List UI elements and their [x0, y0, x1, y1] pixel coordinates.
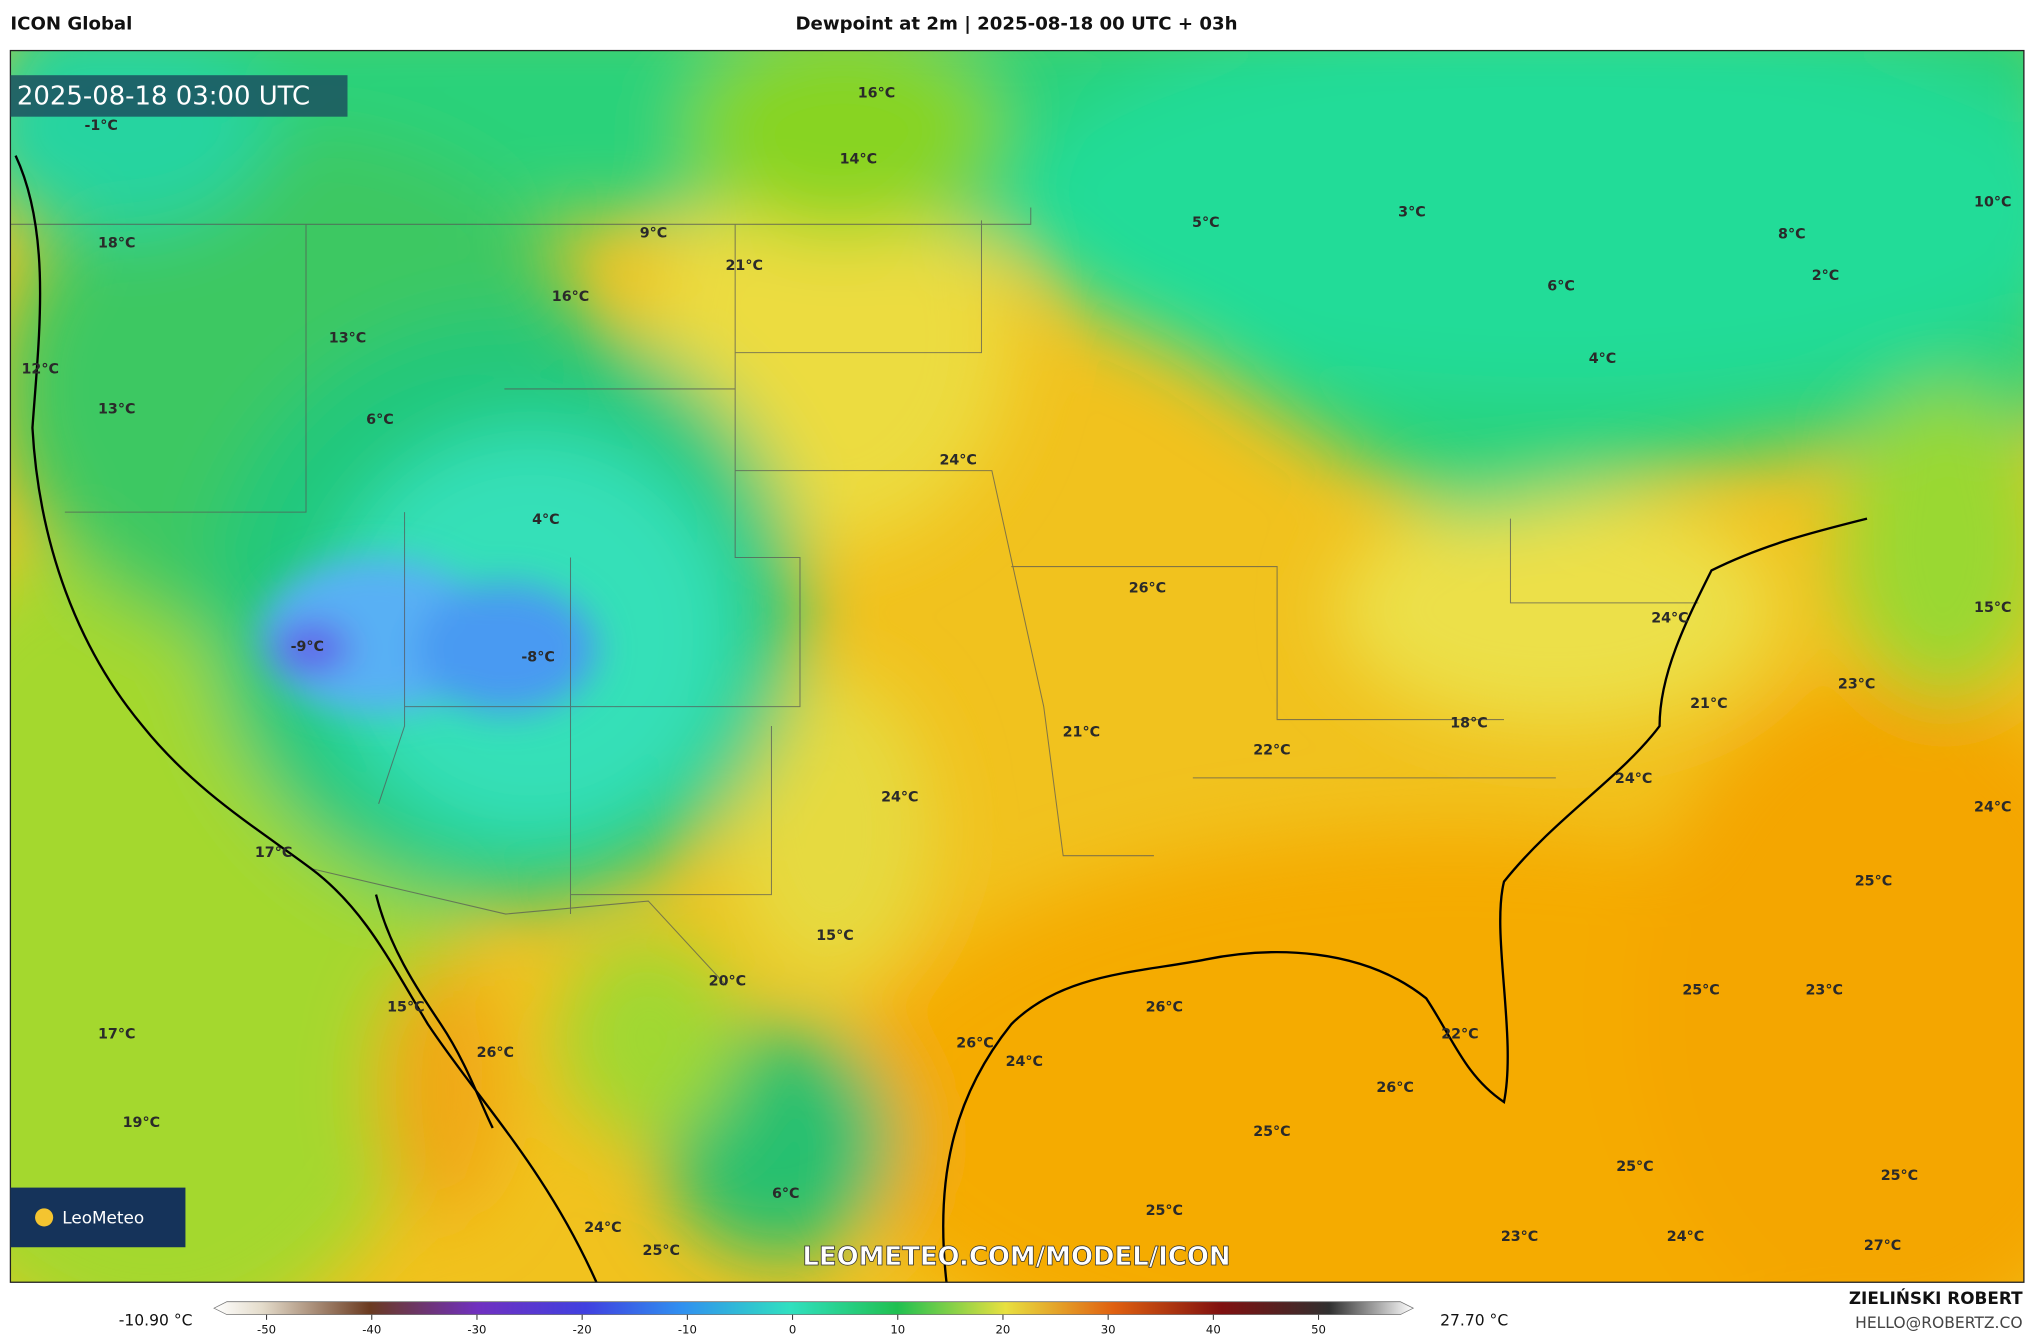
temperature-label: 4°C	[532, 512, 560, 528]
temperature-label: 22°C	[1441, 1027, 1478, 1043]
temperature-label: 6°C	[366, 412, 394, 428]
colorbar-min: -10.90 °C	[119, 1312, 193, 1330]
temperature-label: 17°C	[98, 1027, 135, 1043]
temperature-label: 2°C	[1812, 268, 1840, 284]
cold-core	[259, 557, 597, 714]
temperature-label: 21°C	[1063, 725, 1100, 741]
temperature-label: 26°C	[1376, 1080, 1413, 1096]
colorbar-tick-label: -20	[573, 1323, 592, 1337]
temperature-label: 25°C	[1253, 1124, 1290, 1140]
temperature-label: 16°C	[552, 289, 589, 305]
temperature-label: 22°C	[1253, 743, 1290, 759]
temperature-label: 25°C	[643, 1243, 680, 1259]
temperature-label: 23°C	[1806, 983, 1843, 999]
temperature-label: 24°C	[584, 1220, 621, 1236]
colorbar	[213, 1301, 1415, 1316]
temperature-label: 25°C	[1616, 1159, 1653, 1175]
temperature-label: 24°C	[1615, 771, 1652, 787]
temperature-label: 24°C	[1006, 1054, 1043, 1070]
colorbar-tick-label: 40	[1206, 1323, 1221, 1337]
colorbar-tick-label: 30	[1101, 1323, 1116, 1337]
temperature-label: 6°C	[1547, 279, 1575, 295]
temperature-label: 18°C	[98, 236, 135, 252]
model-name: ICON Global	[10, 14, 132, 35]
temperature-label: 23°C	[1501, 1229, 1538, 1245]
temperature-label: 12°C	[22, 362, 59, 378]
temperature-label: 19°C	[123, 1115, 160, 1131]
temperature-label: 4°C	[1589, 351, 1617, 367]
temperature-label: 10°C	[1974, 194, 2011, 210]
temperature-label: 25°C	[1682, 983, 1719, 999]
temperature-label: 24°C	[1651, 610, 1688, 626]
temperature-label: 26°C	[956, 1036, 993, 1052]
temperature-label: 8°C	[1778, 227, 1806, 243]
temperature-label: 3°C	[1398, 205, 1426, 221]
colorbar-tick-label: 20	[996, 1323, 1011, 1337]
temperature-label: 21°C	[1690, 696, 1727, 712]
temperature-label: 25°C	[1146, 1203, 1183, 1219]
temperature-label: 24°C	[1974, 800, 2011, 816]
temperature-label: 15°C	[816, 928, 853, 944]
temperature-label: 27°C	[1864, 1238, 1901, 1254]
temperature-label: 15°C	[1974, 600, 2011, 616]
colorbar-tick-label: 50	[1311, 1323, 1326, 1337]
temperature-label: 9°C	[640, 225, 668, 241]
temperature-label: -1°C	[84, 118, 117, 134]
colorbar-tick-label: -10	[678, 1323, 697, 1337]
temperature-label: -8°C	[521, 649, 554, 665]
logo-sun	[35, 1208, 54, 1227]
colorbar-tick-label: 10	[890, 1323, 905, 1337]
temperature-label: 13°C	[98, 402, 135, 418]
temperature-label: 25°C	[1855, 874, 1892, 890]
temperature-label: 15°C	[387, 999, 424, 1015]
temperature-label: 5°C	[1192, 215, 1220, 231]
author: ZIELIŃSKI ROBERT	[1849, 1287, 2023, 1308]
temperature-label: 6°C	[772, 1186, 800, 1202]
map-frame	[9, 49, 2025, 1283]
colorbar-tick-label: -30	[467, 1323, 486, 1337]
temperature-label: 26°C	[1129, 581, 1166, 597]
email: HELLO@ROBERTZ.CO	[1855, 1314, 2022, 1332]
temperature-label: 23°C	[1838, 677, 1875, 693]
colorbar-ticks: -50 -40 -30 -20 -10 0 10 20 30 40 50	[257, 1314, 1326, 1337]
temperature-label: 21°C	[726, 258, 763, 274]
temperature-label: 26°C	[477, 1045, 514, 1061]
temperature-label: 13°C	[329, 330, 366, 346]
colorbar-max: 27.70 °C	[1440, 1312, 1508, 1330]
timestamp-box	[10, 75, 348, 117]
temperature-label: 24°C	[939, 452, 976, 468]
temperature-label: 20°C	[709, 973, 746, 989]
timestamp: 2025-08-18 03:00 UTC	[17, 82, 310, 112]
temperature-label: 14°C	[840, 151, 877, 167]
temperature-label: 17°C	[255, 845, 292, 861]
temperature-label: 18°C	[1450, 715, 1487, 731]
temperature-label: 24°C	[1667, 1229, 1704, 1245]
colorbar-tick-label: 0	[789, 1323, 796, 1337]
map-labels: -1°C 16°C 14°C 9°C 5°C 3°C 10°C 8°C 2°C 6°C 4°C 18°…	[22, 85, 2012, 1259]
colorbar-tick-label: -40	[362, 1323, 381, 1337]
temperature-label: 25°C	[1881, 1168, 1918, 1184]
temperature-label: 24°C	[881, 789, 918, 805]
watermark: LEOMETEO.COM/MODEL/ICON	[802, 1242, 1230, 1272]
temperature-label: 16°C	[858, 85, 895, 101]
borders	[10, 207, 1699, 986]
map-title: Dewpoint at 2m | 2025-08-18 00 UTC + 03h	[795, 14, 1237, 35]
coastline	[14, 155, 1868, 1283]
logo: LeoMeteo	[62, 1208, 144, 1228]
temperature-label: -9°C	[291, 639, 324, 655]
temperature-label: 26°C	[1146, 999, 1183, 1015]
colorbar-tick-label: -50	[257, 1323, 276, 1337]
